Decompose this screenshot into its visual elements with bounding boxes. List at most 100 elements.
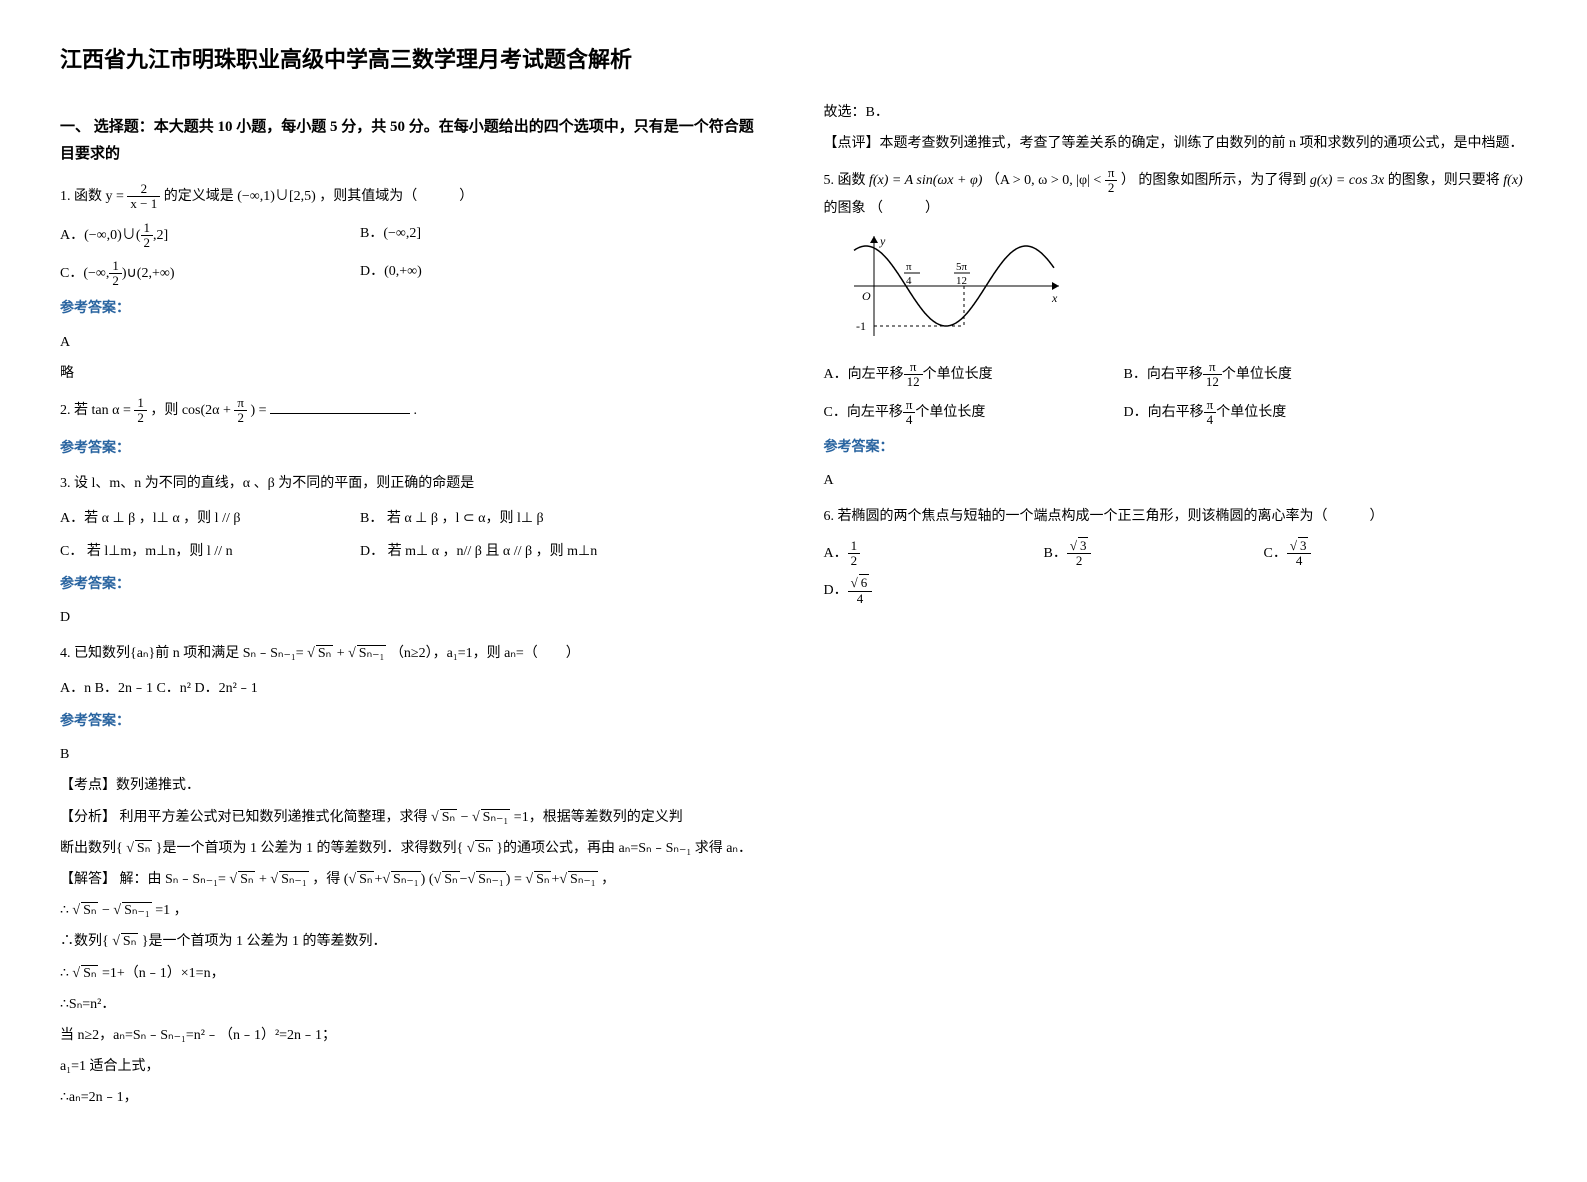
- q6-a-label: A．: [824, 546, 848, 561]
- q6-b-sqrt: 3: [1078, 537, 1089, 553]
- q1-opt-d: D．(0,+∞): [360, 259, 540, 289]
- q2-mid: ，则: [150, 403, 178, 418]
- q2-ans-label: 参考答案：: [60, 436, 764, 461]
- q4-solve: 【解答】 解：由 Sₙ﹣Sₙ₋₁= √Sₙ + √Sₙ₋₁ ，得 (√Sₙ+√S…: [60, 867, 764, 892]
- question-1: 1. 函数 y = 2x − 1 的定义域是 (−∞,1)∪[2,5) ，则其值…: [60, 182, 764, 212]
- q6-options: A．12 B．√32 C．√34 D．√64: [824, 539, 1528, 606]
- q2-tan: tan α =: [92, 403, 131, 418]
- q4-line3-pre: ∴数列{: [60, 934, 109, 949]
- q5-d-post: 个单位长度: [1216, 405, 1286, 420]
- q5-d-den: 4: [1204, 413, 1217, 427]
- q6-d-sqrt: 6: [859, 574, 870, 590]
- q4-dianping: 【点评】本题考查数列递推式，考查了等差关系的确定，训练了由数列的前 n 项和求数…: [824, 131, 1528, 156]
- q4-line3-sqrt: Sₙ: [121, 933, 138, 949]
- q1-c-mid: )∪(2,+∞): [122, 266, 175, 281]
- q2-f1-den: 2: [134, 411, 147, 425]
- q5-fx: f(x): [1503, 173, 1522, 188]
- q6-opt-b: B．√32: [1044, 539, 1224, 569]
- q5-b-pre: B．向右平移: [1124, 367, 1203, 382]
- q4-solve-eq: =: [514, 872, 522, 887]
- q2-f2-num: π: [234, 396, 247, 411]
- q5-c-den: 4: [903, 413, 916, 427]
- q1-options: A．(−∞,0)∪(12,2] B．(−∞,2] C．(−∞,12)∪(2,+∞…: [60, 221, 764, 288]
- question-3: 3. 设 l、m、n 为不同的直线，α 、β 为不同的平面，则正确的命题是: [60, 471, 764, 496]
- q3-options: A．若 α ⊥ β ，l⊥ α ，则 l // β B． 若 α ⊥ β ，l …: [60, 506, 764, 564]
- q5-opt-d: D．向右平移π4个单位长度: [1124, 398, 1384, 428]
- q4-suffix: （n≥2），a₁=1，则 aₙ=（ ）: [390, 646, 580, 661]
- q2-cos: cos(2α +: [182, 403, 231, 418]
- q2-f1-num: 1: [134, 396, 147, 411]
- q4-solve-p1b: Sₙ₋₁: [391, 871, 421, 887]
- q4-fenxi2-post: }是一个首项为 1 公差为 1 的等差数列．求得数列{: [156, 841, 463, 856]
- q5-a-den: 12: [904, 375, 923, 389]
- q4-fenxi-s2: Sₙ₋₁: [481, 809, 511, 825]
- question-4: 4. 已知数列{aₙ}前 n 项和满足 Sₙ﹣Sₙ₋₁= √Sₙ + √Sₙ₋₁…: [60, 641, 764, 666]
- q1-a-pre: (−∞,0)∪(: [84, 228, 140, 243]
- q1-stem-prefix: 1. 函数: [60, 189, 102, 204]
- q2-tail: .: [414, 403, 418, 418]
- q6-c-sqrt: 3: [1298, 537, 1309, 553]
- q6-d-den: 4: [848, 592, 873, 606]
- q4-kaodian-label: 【考点】: [60, 778, 116, 793]
- question-2: 2. 若 tan α = 12 ，则 cos(2α + π2 ) = .: [60, 396, 764, 426]
- q5-chart: Oyxπ45π12-1: [844, 231, 1528, 350]
- q1-tail: ，则其值域为（ ）: [319, 189, 473, 204]
- q6-b-label: B．: [1044, 546, 1067, 561]
- svg-text:x: x: [1051, 291, 1058, 305]
- q4-fenxi2-tail: }的通项公式，再由 aₙ=Sₙ﹣Sₙ₋₁ 求得 aₙ．: [496, 841, 752, 856]
- q5-b-post: 个单位长度: [1222, 367, 1292, 382]
- q4-line2-sa: Sₙ: [81, 902, 98, 918]
- q4-solve-pre: 解：由 Sₙ﹣Sₙ₋₁=: [120, 872, 226, 887]
- q5-d-num: π: [1204, 398, 1217, 413]
- svg-text:4: 4: [906, 275, 912, 287]
- q1-opt-a: A．(−∞,0)∪(12,2]: [60, 221, 320, 251]
- q4-solve-comma: ，: [601, 872, 615, 887]
- q4-line4-post: =1+（n﹣1）×1=n，: [102, 966, 225, 981]
- q1-c-pre: (−∞,: [83, 266, 109, 281]
- q4-sqrt2: Sₙ₋₁: [357, 645, 387, 661]
- q4-ans-label: 参考答案：: [60, 709, 764, 734]
- q4-dianping-text: 本题考查数列递推式，考查了等差关系的确定，训练了由数列的前 n 项和求数列的通项…: [880, 136, 1524, 151]
- q4-line2-minus: −: [102, 903, 110, 918]
- q4-solve-ra: Sₙ: [534, 871, 551, 887]
- q4-line2: ∴ √Sₙ − √Sₙ₋₁ =1 ，: [60, 898, 764, 923]
- q3-opt-c: C． 若 l⊥m，m⊥n，则 l // n: [60, 539, 320, 564]
- q5-opt-a: A．向左平移π12个单位长度: [824, 360, 1084, 390]
- q4-solve-p1a: Sₙ: [357, 871, 374, 887]
- q4-fenxi2-sqrt: Sₙ: [135, 840, 152, 856]
- svg-text:y: y: [879, 234, 886, 248]
- page-title: 江西省九江市明珠职业高级中学高三数学理月考试题含解析: [60, 40, 1527, 80]
- q1-ans-label: 参考答案：: [60, 296, 764, 321]
- q4-fenxi2-pre: 断出数列{: [60, 841, 123, 856]
- q5-c-num: π: [903, 398, 916, 413]
- q4-dianping-label: 【点评】: [824, 136, 880, 151]
- q2-f2-den: 2: [234, 411, 247, 425]
- q4-solve-rb: Sₙ₋₁: [568, 871, 598, 887]
- q4-line7: a₁=1 适合上式，: [60, 1054, 764, 1079]
- q4-kaodian: 【考点】数列递推式．: [60, 773, 764, 798]
- q4-solve-plus: +: [259, 872, 267, 887]
- q4-line4: ∴ √Sₙ =1+（n﹣1）×1=n，: [60, 961, 764, 986]
- q3-ans: D: [60, 605, 764, 630]
- q4-line3-post: }是一个首项为 1 公差为 1 的等差数列．: [142, 934, 387, 949]
- q4-fenxi-pre: 利用平方差公式对已知数列递推式化简整理，求得: [120, 810, 428, 825]
- q4-fenxi-minus: −: [461, 810, 469, 825]
- q1-opt-b: B．(−∞,2]: [360, 221, 540, 251]
- q1-c-den: 2: [109, 274, 122, 288]
- q1-a-den: 2: [141, 236, 154, 250]
- q5-b-num: π: [1203, 360, 1222, 375]
- q4-fenxi: 【分析】 利用平方差公式对已知数列递推式化简整理，求得 √Sₙ − √Sₙ₋₁ …: [60, 805, 764, 830]
- q4-fenxi-eq: =1，根据等差数列的定义判: [514, 810, 683, 825]
- q5-c-pre: C．向左平移: [824, 405, 903, 420]
- q4-solve-label: 【解答】: [60, 872, 116, 887]
- q4-solve-sa: Sₙ: [238, 871, 255, 887]
- q4-fenxi2: 断出数列{ √Sₙ }是一个首项为 1 公差为 1 的等差数列．求得数列{ √S…: [60, 836, 764, 861]
- q6-opt-a: A．12: [824, 539, 1004, 569]
- q3-opt-a: A．若 α ⊥ β ，l⊥ α ，则 l // β: [60, 506, 320, 531]
- q4-plus: +: [337, 646, 345, 661]
- sine-chart: Oyxπ45π12-1: [844, 231, 1064, 341]
- q6-c-label: C．: [1264, 546, 1287, 561]
- q4-solve-p2a: Sₙ: [442, 871, 459, 887]
- q4-fenxi-s1: Sₙ: [440, 809, 457, 825]
- q5-a-num: π: [904, 360, 923, 375]
